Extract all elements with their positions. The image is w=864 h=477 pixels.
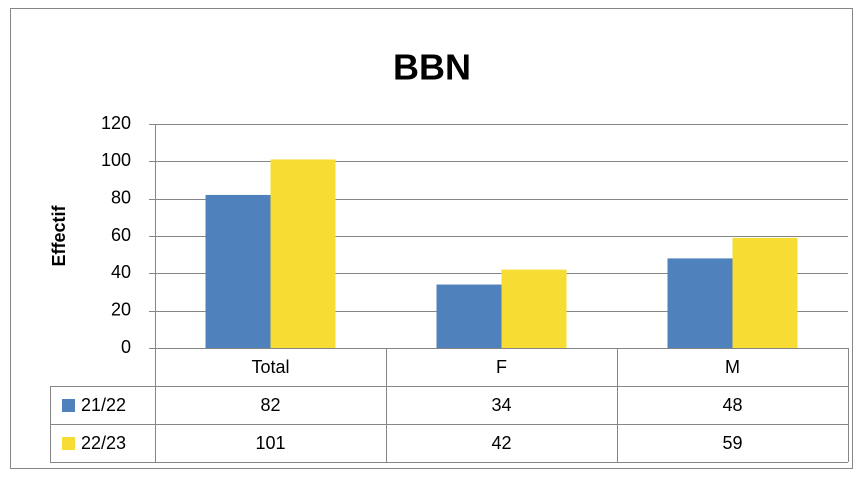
y-axis-label: Effectif: [49, 204, 69, 266]
table-value: 34: [491, 395, 511, 415]
chart-title: BBN: [393, 47, 471, 88]
y-tick-label: 20: [111, 299, 131, 319]
x-tick-label: F: [496, 357, 507, 377]
y-tick-label: 40: [111, 262, 131, 282]
y-tick-label: 0: [121, 337, 131, 357]
chart-border: [10, 8, 853, 469]
y-tick-label: 60: [111, 225, 131, 245]
y-tick-label: 100: [101, 150, 131, 170]
table-value: 48: [722, 395, 742, 415]
bar: [205, 194, 271, 348]
x-tick-label: Total: [251, 357, 289, 377]
bar: [732, 237, 798, 348]
bar: [436, 284, 502, 348]
bar: [667, 258, 733, 348]
legend-label: 21/22: [81, 395, 126, 415]
legend-key: [62, 399, 75, 412]
table-value: 101: [255, 433, 285, 453]
y-tick-label: 120: [101, 113, 131, 133]
bar: [270, 159, 336, 348]
x-tick-label: M: [725, 357, 740, 377]
y-tick-label: 80: [111, 187, 131, 207]
table-value: 82: [260, 395, 280, 415]
table-value: 59: [722, 433, 742, 453]
legend-label: 22/23: [81, 433, 126, 453]
table-value: 42: [491, 433, 511, 453]
legend-key: [62, 437, 75, 450]
bar: [501, 269, 567, 348]
